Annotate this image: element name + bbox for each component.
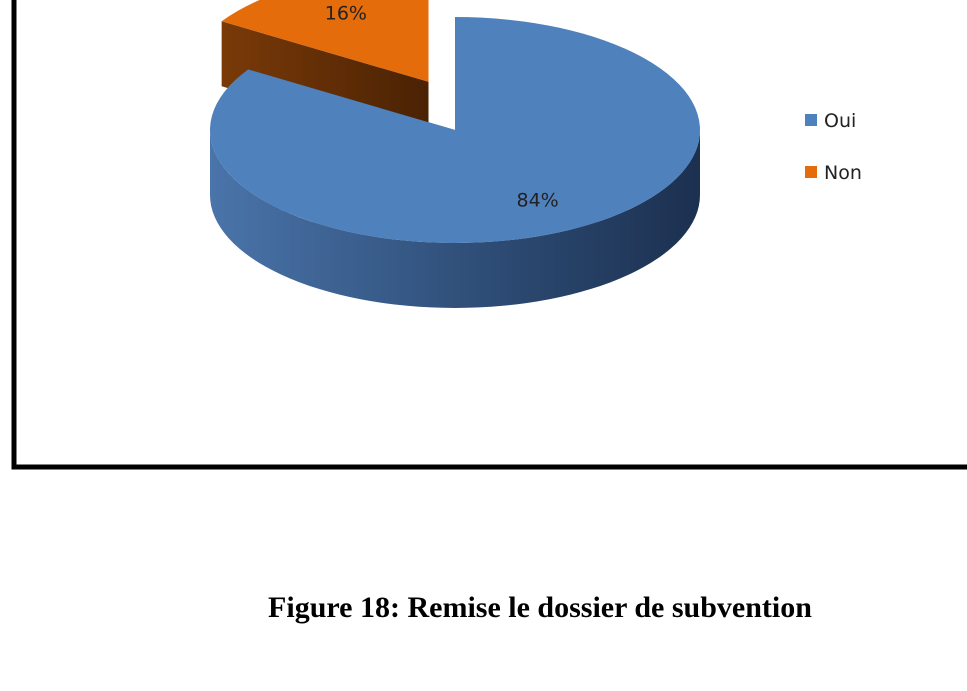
chart-frame: [11, 0, 967, 470]
caption: Figure 18: Remise le dossier de subventi…: [268, 591, 812, 624]
slice: [221, 0, 429, 82]
legend-swatch: [805, 166, 817, 178]
slice: [209, 17, 701, 243]
legend-label: Oui: [824, 110, 856, 132]
data-label: 16%: [325, 2, 367, 24]
data-label: 84%: [517, 189, 559, 211]
legend-swatch: [805, 114, 817, 126]
slice-side: [210, 130, 700, 308]
legend-label: Non: [824, 162, 862, 184]
